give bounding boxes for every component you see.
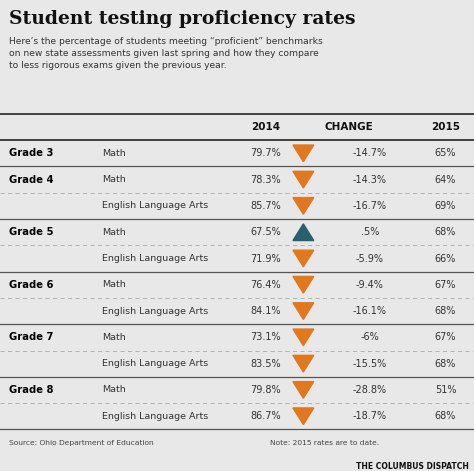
Text: -9.4%: -9.4% xyxy=(356,280,383,290)
Text: Grade 6: Grade 6 xyxy=(9,280,54,290)
Text: 76.4%: 76.4% xyxy=(250,280,281,290)
Text: 86.7%: 86.7% xyxy=(250,411,281,421)
Text: Math: Math xyxy=(102,385,126,395)
Text: -14.7%: -14.7% xyxy=(353,148,387,158)
Polygon shape xyxy=(293,224,314,241)
Polygon shape xyxy=(293,303,314,319)
Text: 64%: 64% xyxy=(435,175,456,185)
Polygon shape xyxy=(293,171,314,188)
Text: English Language Arts: English Language Arts xyxy=(102,254,208,263)
Text: Grade 3: Grade 3 xyxy=(9,148,54,158)
Text: -6%: -6% xyxy=(360,333,379,342)
Text: Math: Math xyxy=(102,280,126,289)
Text: Note: 2015 rates are to date.: Note: 2015 rates are to date. xyxy=(270,439,379,446)
Text: THE COLUMBUS DISPATCH: THE COLUMBUS DISPATCH xyxy=(356,462,469,471)
Text: .5%: .5% xyxy=(361,227,379,237)
Text: 79.7%: 79.7% xyxy=(250,148,281,158)
Polygon shape xyxy=(293,408,314,424)
Polygon shape xyxy=(293,329,314,346)
Text: 68%: 68% xyxy=(435,411,456,421)
Polygon shape xyxy=(293,145,314,162)
Text: -28.8%: -28.8% xyxy=(353,385,387,395)
Polygon shape xyxy=(293,382,314,398)
Text: 2014: 2014 xyxy=(251,122,280,132)
Text: 71.9%: 71.9% xyxy=(250,253,281,263)
Text: 67%: 67% xyxy=(435,280,456,290)
Text: Math: Math xyxy=(102,175,126,184)
Text: 73.1%: 73.1% xyxy=(250,333,281,342)
Text: Grade 8: Grade 8 xyxy=(9,385,54,395)
Text: 78.3%: 78.3% xyxy=(250,175,281,185)
Text: English Language Arts: English Language Arts xyxy=(102,359,208,368)
Text: -14.3%: -14.3% xyxy=(353,175,387,185)
Text: Here’s the percentage of students meeting “proficient” benchmarks
on new state a: Here’s the percentage of students meetin… xyxy=(9,37,323,70)
Text: 68%: 68% xyxy=(435,227,456,237)
Text: 66%: 66% xyxy=(435,253,456,263)
Polygon shape xyxy=(293,250,314,267)
Text: 51%: 51% xyxy=(435,385,456,395)
Text: -15.5%: -15.5% xyxy=(353,359,387,369)
Text: Math: Math xyxy=(102,227,126,237)
Polygon shape xyxy=(293,198,314,214)
Text: Math: Math xyxy=(102,149,126,158)
Text: -16.1%: -16.1% xyxy=(353,306,387,316)
Text: -16.7%: -16.7% xyxy=(353,201,387,211)
Text: Source: Ohio Department of Education: Source: Ohio Department of Education xyxy=(9,439,154,446)
Text: Grade 4: Grade 4 xyxy=(9,175,54,185)
Text: English Language Arts: English Language Arts xyxy=(102,307,208,316)
Text: 68%: 68% xyxy=(435,359,456,369)
Text: -18.7%: -18.7% xyxy=(353,411,387,421)
Text: Grade 5: Grade 5 xyxy=(9,227,54,237)
Text: 68%: 68% xyxy=(435,306,456,316)
Text: Student testing proficiency rates: Student testing proficiency rates xyxy=(9,10,356,28)
Text: 79.8%: 79.8% xyxy=(250,385,281,395)
Text: CHANGE: CHANGE xyxy=(324,122,373,132)
Text: 67%: 67% xyxy=(435,333,456,342)
Text: Grade 7: Grade 7 xyxy=(9,333,54,342)
Polygon shape xyxy=(293,276,314,293)
Text: English Language Arts: English Language Arts xyxy=(102,202,208,211)
Text: 65%: 65% xyxy=(435,148,456,158)
Text: 67.5%: 67.5% xyxy=(250,227,281,237)
Text: 83.5%: 83.5% xyxy=(250,359,281,369)
Text: 85.7%: 85.7% xyxy=(250,201,281,211)
Text: 2015: 2015 xyxy=(431,122,460,132)
Text: -5.9%: -5.9% xyxy=(356,253,384,263)
Text: Math: Math xyxy=(102,333,126,342)
Text: English Language Arts: English Language Arts xyxy=(102,412,208,421)
Polygon shape xyxy=(293,355,314,372)
Text: 84.1%: 84.1% xyxy=(250,306,281,316)
Text: 69%: 69% xyxy=(435,201,456,211)
